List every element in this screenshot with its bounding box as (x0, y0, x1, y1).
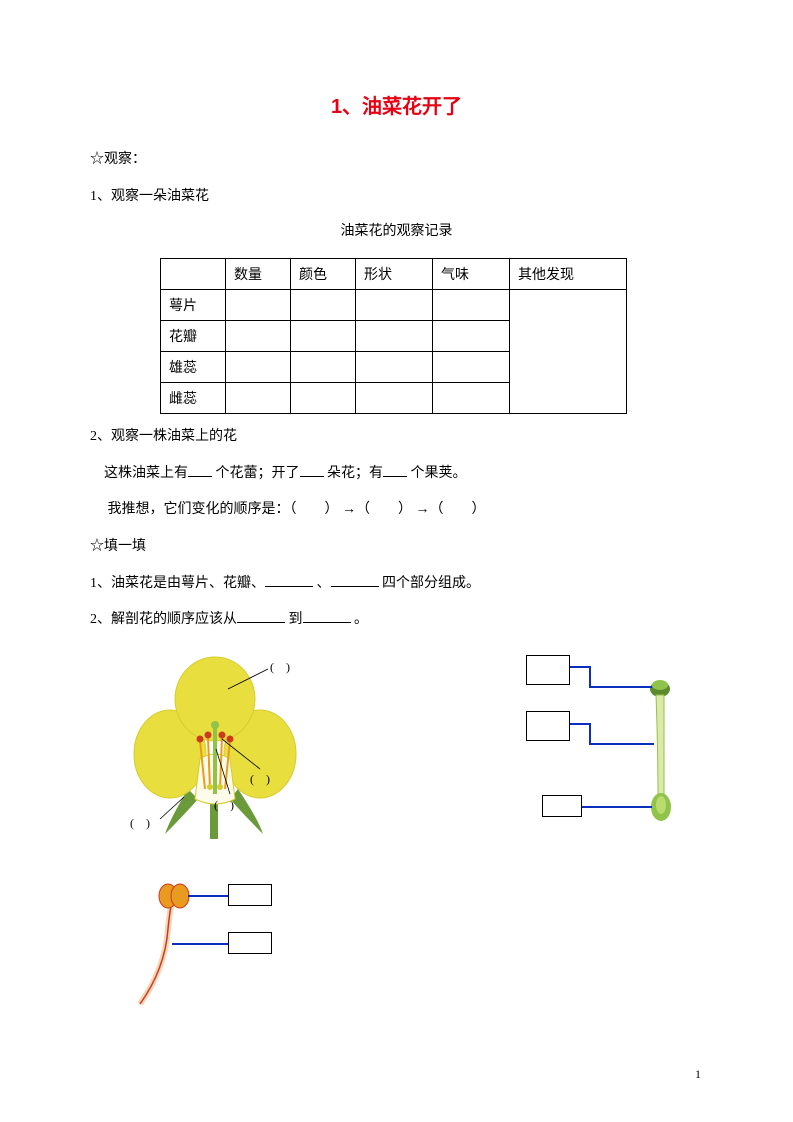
svg-text:( ): ( ) (270, 660, 290, 674)
page-number: 1 (695, 1067, 701, 1082)
pistil-label-box-1 (526, 655, 570, 685)
blank (237, 608, 285, 623)
th-shape: 形状 (356, 259, 433, 290)
text: 1、油菜花是由萼片、花瓣、 (90, 576, 265, 591)
fill-line1: 1、油菜花是由萼片、花瓣、 、 四个部分组成。 (90, 571, 703, 598)
flower-diagram: ( ) ( ) ( ) ( ) (110, 649, 320, 839)
table-header-row: 数量 颜色 形状 气味 其他发现 (161, 259, 627, 290)
text: 到 (289, 612, 303, 627)
row-label: 花瓣 (161, 321, 226, 352)
th-qty: 数量 (226, 259, 291, 290)
row-label: 雄蕊 (161, 352, 226, 383)
obs2-line1: 这株油菜上有 个花蕾；开了 朵花；有 个果荚。 (90, 461, 703, 488)
table-row: 萼片 (161, 290, 627, 321)
obs2-heading: 2、观察一株油菜上的花 (90, 424, 703, 451)
blank (188, 462, 212, 477)
svg-text:( ): ( ) (130, 816, 150, 830)
text: 四个部分组成。 (382, 576, 480, 591)
table-subtitle: 油菜花的观察记录 (90, 220, 703, 240)
svg-text:( ): ( ) (214, 798, 234, 812)
blank (303, 608, 351, 623)
page-title: 1、油菜花开了 (90, 90, 703, 119)
stamen-label-box-2 (228, 932, 272, 954)
row-label: 雌蕊 (161, 383, 226, 414)
text: 2、解剖花的顺序应该从 (90, 612, 237, 627)
th-other: 其他发现 (510, 259, 627, 290)
text: 个果荚。 (411, 466, 467, 481)
th-color: 颜色 (291, 259, 356, 290)
fill-line2: 2、解剖花的顺序应该从 到 。 (90, 607, 703, 634)
text: 、 (317, 576, 331, 591)
th-blank (161, 259, 226, 290)
blank (331, 572, 379, 587)
blank (265, 572, 313, 587)
text: 这株油菜上有 (90, 466, 188, 481)
svg-text:( ): ( ) (250, 772, 270, 786)
stamen-diagram (110, 874, 320, 1014)
other-cell (510, 290, 627, 414)
obs2-line2: 我推想，它们变化的顺序是：（ ） →（ ） →（ ） (90, 497, 703, 524)
observation-table: 数量 颜色 形状 气味 其他发现 萼片 花瓣 雄蕊 雌蕊 (160, 258, 627, 414)
text: 朵花；有 (327, 466, 383, 481)
stamen-label-box-1 (228, 884, 272, 906)
obs1-heading: 1、观察一朵油菜花 (90, 184, 703, 211)
pistil-diagram (530, 649, 700, 839)
diagram-area: ( ) ( ) ( ) ( ) (90, 644, 703, 1064)
pistil-label-box-2 (526, 711, 570, 741)
fill-heading: ☆填一填 (90, 534, 703, 561)
text: 个花蕾；开了 (216, 466, 300, 481)
th-smell: 气味 (433, 259, 510, 290)
pistil-label-box-3 (542, 795, 582, 817)
blank (300, 462, 324, 477)
text: 。 (354, 612, 368, 627)
observe-heading: ☆观察： (90, 147, 703, 174)
row-label: 萼片 (161, 290, 226, 321)
blank (383, 462, 407, 477)
